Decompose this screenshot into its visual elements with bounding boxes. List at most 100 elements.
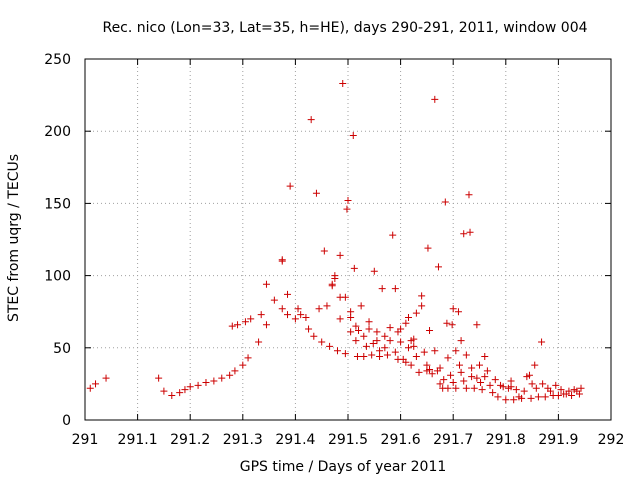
data-point <box>228 322 236 330</box>
data-point <box>391 285 399 293</box>
data-point <box>305 325 313 333</box>
data-point <box>547 387 555 395</box>
data-point <box>531 361 539 369</box>
data-point <box>231 367 239 375</box>
plot-frame <box>84 58 612 421</box>
data-point <box>444 354 452 362</box>
data-point <box>410 342 418 350</box>
y-tick-label: 0 <box>62 413 71 429</box>
data-point <box>278 305 286 313</box>
data-point <box>194 381 202 389</box>
data-point <box>389 231 397 239</box>
data-point <box>431 347 439 355</box>
data-point <box>443 319 451 327</box>
data-point <box>376 352 384 360</box>
data-point <box>302 313 310 321</box>
data-point <box>404 344 412 352</box>
data-point <box>538 338 546 346</box>
data-point <box>333 347 341 355</box>
x-tick-label: 291.5 <box>328 432 368 448</box>
data-point <box>454 308 462 316</box>
data-point <box>307 116 315 124</box>
data-point <box>381 344 389 352</box>
data-point <box>102 374 110 382</box>
data-point <box>368 351 376 359</box>
data-point <box>460 377 468 385</box>
data-point <box>489 389 497 397</box>
data-point <box>466 228 474 236</box>
data-point <box>420 348 428 356</box>
data-point <box>86 384 94 392</box>
data-point <box>424 244 432 252</box>
chart-title: Rec. nico (Lon=33, Lat=35, h=HE), days 2… <box>102 20 587 36</box>
grid-layer <box>85 59 611 420</box>
data-point <box>426 326 434 334</box>
data-point <box>468 364 476 372</box>
data-point <box>491 376 499 384</box>
data-point <box>341 350 349 358</box>
data-point <box>155 374 163 382</box>
data-point <box>418 302 426 310</box>
data-point <box>444 384 452 392</box>
data-point <box>527 394 535 402</box>
data-point <box>465 191 473 199</box>
data-point <box>343 205 351 213</box>
data-point <box>347 313 355 321</box>
data-point <box>460 230 468 238</box>
data-point <box>397 325 405 333</box>
data-point <box>350 264 358 272</box>
data-point <box>315 305 323 313</box>
data-point <box>481 373 489 381</box>
data-point <box>436 380 444 388</box>
data-point <box>365 325 373 333</box>
data-point <box>557 386 565 394</box>
data-point <box>534 393 542 401</box>
data-point <box>323 302 331 310</box>
data-point <box>244 354 252 362</box>
data-point <box>568 391 576 399</box>
data-point <box>186 383 194 391</box>
data-point <box>452 384 460 392</box>
data-point <box>481 352 489 360</box>
data-point <box>297 311 305 319</box>
data-point <box>575 390 583 398</box>
data-point <box>532 384 540 392</box>
data-point <box>320 247 328 255</box>
data-point <box>262 280 270 288</box>
data-point <box>404 313 412 321</box>
tick-layer: 291 291.1 291.2 291.3 291.4 291.5 291.6 291.7 29… <box>44 52 624 448</box>
data-point <box>441 198 449 206</box>
data-point <box>477 378 485 386</box>
data-point <box>257 311 265 319</box>
data-point <box>241 318 249 326</box>
x-tick-label: 291.6 <box>381 432 421 448</box>
data-point <box>415 368 423 376</box>
y-tick-label: 250 <box>44 52 71 68</box>
data-point <box>176 389 184 397</box>
data-point <box>510 396 518 404</box>
y-tick-label: 50 <box>53 341 71 357</box>
data-point <box>370 267 378 275</box>
data-point <box>381 332 389 340</box>
data-point <box>373 328 381 336</box>
y-tick-label: 100 <box>44 269 71 285</box>
data-point <box>552 381 560 389</box>
data-point <box>457 337 465 345</box>
data-point <box>318 338 326 346</box>
x-tick-label: 291.2 <box>170 432 210 448</box>
x-tick-label: 291.3 <box>223 432 263 448</box>
data-point <box>378 285 386 293</box>
x-tick-label: 291.7 <box>433 432 473 448</box>
data-point <box>181 386 189 394</box>
data-point <box>483 367 491 375</box>
data-point <box>410 335 418 343</box>
data-point <box>577 384 585 392</box>
data-point <box>341 293 349 301</box>
data-point <box>336 315 344 323</box>
data-point <box>447 371 455 379</box>
data-point <box>468 373 476 381</box>
data-point <box>502 396 510 404</box>
data-point <box>294 305 302 313</box>
data-point <box>449 378 457 386</box>
